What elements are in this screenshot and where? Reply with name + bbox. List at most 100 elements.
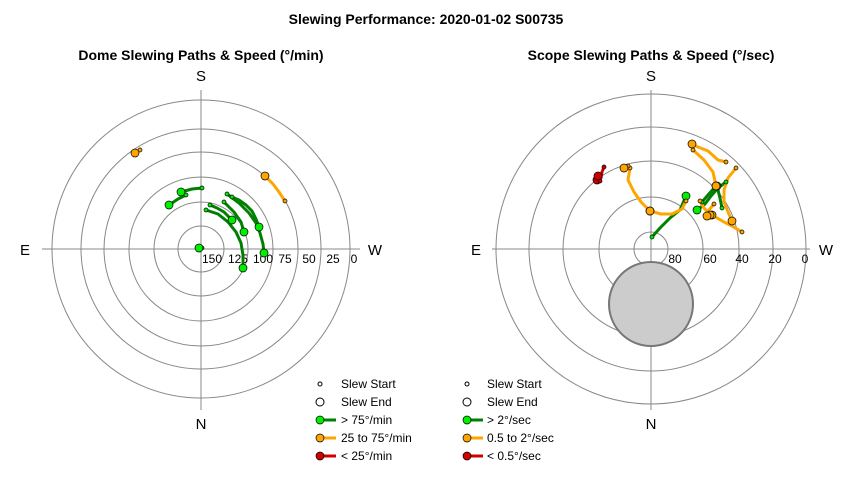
legend-start-marker — [317, 381, 323, 387]
dome-tick-label: 150 — [202, 252, 222, 266]
dome-slew-start-point — [207, 202, 213, 208]
scope-slew-end-point — [645, 206, 655, 216]
scope-subtitle: Scope Slewing Paths & Speed (°/sec) — [528, 47, 775, 63]
scope-tick-label: 60 — [703, 252, 717, 266]
scope-slew-start-point — [649, 234, 655, 240]
dome-slew-start-point — [282, 198, 288, 204]
dome-slew-end-point — [238, 263, 248, 273]
scope-slew-start-point — [719, 205, 725, 211]
scope-tick-label: 80 — [668, 252, 682, 266]
scope-slew-start-point — [739, 229, 745, 235]
legend-end-marker — [315, 397, 325, 407]
dome-slew-start-point — [199, 185, 205, 191]
scope-slew-end-point — [727, 216, 737, 226]
dome-tick-label: 125 — [228, 252, 248, 266]
scope-slew-end-point — [692, 205, 702, 215]
scope-slew-start-point — [697, 198, 703, 204]
legend-slow-label: < 0.5°/sec — [487, 449, 541, 463]
legend-slow-marker — [315, 451, 325, 461]
legend-fast-marker — [462, 415, 472, 425]
dome-slew-end-point — [254, 222, 264, 232]
dome-slew-paths — [130, 147, 288, 273]
scope-slew-end-point — [687, 139, 697, 149]
legend-medium-marker — [315, 433, 325, 443]
legend-fast-marker — [315, 415, 325, 425]
scope-slew-path — [650, 194, 688, 239]
dome-direction-labels: S N E W — [20, 68, 383, 433]
dome-slew-start-point — [221, 199, 227, 205]
scope-slew-start-point — [723, 179, 729, 185]
scope-slew-path — [691, 148, 718, 188]
scope-direction-n: N — [646, 416, 657, 433]
page-title: Slewing Performance: 2020-01-02 S00735 — [289, 11, 564, 27]
dome-slew-end-point — [164, 200, 174, 210]
scope-slew-end-point — [702, 211, 712, 221]
legend-end-label: Slew End — [487, 395, 538, 409]
scope-slew-paths — [592, 139, 745, 240]
legend-start-label: Slew Start — [341, 377, 396, 391]
dome-direction-n: N — [196, 416, 207, 433]
dome-tick-label: 0 — [351, 252, 358, 266]
scope-tick-label: 20 — [768, 252, 782, 266]
scope-grid — [492, 90, 810, 410]
legend-medium-marker — [462, 433, 472, 443]
scope-slew-path — [626, 166, 652, 213]
dome-slew-end-point — [176, 187, 186, 197]
scope-slew-start-point — [711, 201, 717, 207]
scope-slew-end-point — [619, 163, 629, 173]
dome-legend: Slew Start Slew End > 75°/min 25 to 75°/… — [315, 377, 412, 463]
scope-slew-start-point — [690, 147, 696, 153]
legend-slow-label: < 25°/min — [341, 449, 392, 463]
dome-tick-label: 100 — [253, 252, 273, 266]
dome-slew-end-point — [227, 215, 237, 225]
scope-slew-start-point — [733, 165, 739, 171]
scope-panel: Scope Slewing Paths & Speed (°/sec) 80 6… — [462, 47, 834, 463]
legend-slow-marker — [462, 451, 472, 461]
legend-start-marker — [464, 381, 470, 387]
dome-tick-label: 50 — [302, 252, 316, 266]
dome-slew-end-point — [194, 243, 204, 253]
dome-direction-w: W — [368, 242, 383, 259]
dome-slew-path — [263, 174, 287, 203]
scope-slew-path — [690, 142, 728, 164]
legend-fast-label: > 75°/min — [341, 413, 392, 427]
legend-start-label: Slew Start — [487, 377, 542, 391]
scope-slew-start-point — [683, 198, 689, 204]
scope-slew-start-point — [723, 159, 729, 165]
dome-slew-start-point — [224, 191, 230, 197]
dome-tick-label: 25 — [326, 252, 340, 266]
legend-medium-label: 25 to 75°/min — [341, 431, 412, 445]
dome-slew-path — [230, 195, 261, 229]
scope-slew-path — [648, 199, 688, 216]
dome-slew-end-point — [259, 248, 269, 258]
dome-slew-end-point — [130, 148, 140, 158]
scope-exclusion-zone — [608, 261, 694, 347]
legend-end-marker — [462, 397, 472, 407]
dome-tick-label: 75 — [278, 252, 292, 266]
dome-slew-end-point — [239, 227, 249, 237]
scope-slew-path — [722, 166, 738, 223]
scope-slew-end-point — [711, 181, 721, 191]
scope-direction-labels: S N E W — [471, 68, 834, 433]
dome-radial-ticks: 150 125 100 75 50 25 0 — [202, 252, 358, 266]
scope-direction-w: W — [819, 242, 834, 259]
legend-fast-label: > 2°/sec — [487, 413, 531, 427]
scope-tick-label: 0 — [802, 252, 809, 266]
legend-end-label: Slew End — [341, 395, 392, 409]
scope-slew-path — [710, 213, 744, 234]
scope-slew-start-point — [601, 164, 607, 170]
dome-direction-e: E — [20, 242, 30, 259]
scope-radial-ticks: 80 60 40 20 0 — [668, 252, 808, 266]
scope-tick-label: 40 — [735, 252, 749, 266]
dome-direction-s: S — [196, 68, 206, 85]
scope-direction-e: E — [471, 242, 481, 259]
legend-medium-label: 0.5 to 2°/sec — [487, 431, 554, 445]
dome-subtitle: Dome Slewing Paths & Speed (°/min) — [78, 47, 323, 63]
scope-legend: Slew Start Slew End > 2°/sec 0.5 to 2°/s… — [462, 377, 554, 463]
dome-slew-start-point — [229, 194, 235, 200]
dome-slew-end-point — [260, 171, 270, 181]
scope-slew-end-point — [593, 171, 603, 181]
dome-slew-start-point — [203, 207, 209, 213]
dome-panel: Dome Slewing Paths & Speed (°/min) 150 1… — [20, 47, 412, 463]
